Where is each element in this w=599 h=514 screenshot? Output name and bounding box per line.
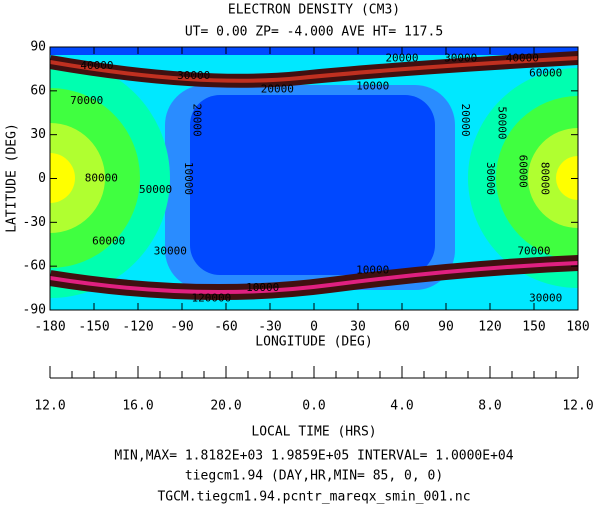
local-time-label: LOCAL TIME (HRS) xyxy=(251,425,376,440)
y-axis-label: LATITUDE (DEG) xyxy=(5,123,20,233)
contour-label: 20000 xyxy=(191,103,204,136)
footer-line: MIN,MAX= 1.8182E+03 1.9859E+05 INTERVAL=… xyxy=(114,449,513,464)
x-tick-label: 30 xyxy=(350,320,366,335)
contour-label: 20000 xyxy=(459,103,472,136)
x-tick-label: -60 xyxy=(214,320,237,335)
local-time-tick-label: 20.0 xyxy=(210,399,241,414)
x-tick-label: -120 xyxy=(122,320,153,335)
x-tick-label: 150 xyxy=(522,320,545,335)
contour-label: 30000 xyxy=(177,69,210,82)
contour-label: 40000 xyxy=(506,52,539,65)
y-tick-label: -60 xyxy=(23,259,46,274)
y-tick-label: -30 xyxy=(23,215,46,230)
contour-label: 30000 xyxy=(484,162,497,195)
x-axis-label: LONGITUDE (DEG) xyxy=(255,335,372,350)
contour-label: 30000 xyxy=(154,245,187,258)
contour-label: 10000 xyxy=(246,281,279,294)
local-time-tick-label: 12.0 xyxy=(34,399,65,414)
y-tick-label: 60 xyxy=(30,83,46,98)
contour-label: 80000 xyxy=(85,172,118,185)
contour-label: 50000 xyxy=(139,183,172,196)
x-tick-label: 180 xyxy=(566,320,589,335)
contour-label: 60000 xyxy=(92,234,125,247)
contour-label: 10000 xyxy=(182,162,195,195)
y-tick-label: -90 xyxy=(23,303,46,318)
contour-label: 60000 xyxy=(516,155,529,188)
x-tick-label: 60 xyxy=(394,320,410,335)
x-tick-label: 90 xyxy=(438,320,454,335)
contour-label: 30000 xyxy=(444,52,477,65)
contour-label: 30000 xyxy=(529,291,562,304)
y-tick-label: 90 xyxy=(30,40,46,55)
local-time-tick-label: 0.0 xyxy=(302,399,325,414)
contour-label: 60000 xyxy=(529,66,562,79)
chart-title: ELECTRON DENSITY (CM3) xyxy=(228,3,400,18)
local-time-tick-label: 12.0 xyxy=(562,399,593,414)
x-tick-label: -180 xyxy=(34,320,65,335)
contour-label: 70000 xyxy=(517,245,550,258)
x-tick-label: -30 xyxy=(258,320,281,335)
contour-label: 10000 xyxy=(356,79,389,92)
contour-label: 40000 xyxy=(80,59,113,72)
local-time-tick-label: 4.0 xyxy=(390,399,413,414)
contour-label: 20000 xyxy=(385,52,418,65)
x-tick-label: 0 xyxy=(310,320,318,335)
contour-label: 120000 xyxy=(191,291,231,304)
y-tick-label: 0 xyxy=(38,171,46,186)
footer-line: tiegcm1.94 (DAY,HR,MIN= 85, 0, 0) xyxy=(185,469,443,484)
contour-label: 50000 xyxy=(496,106,509,139)
local-time-tick-label: 16.0 xyxy=(122,399,153,414)
contour-label: 70000 xyxy=(70,94,103,107)
y-tick-label: 30 xyxy=(30,127,46,142)
contour-label: 80000 xyxy=(538,162,551,195)
x-tick-label: -150 xyxy=(78,320,109,335)
contour-field xyxy=(50,47,578,310)
x-tick-label: 120 xyxy=(478,320,501,335)
contour-label: 10000 xyxy=(356,264,389,277)
contour-label: 20000 xyxy=(261,82,294,95)
x-tick-label: -90 xyxy=(170,320,193,335)
footer-line: TGCM.tiegcm1.94.pcntr_mareqx_smin_001.nc xyxy=(157,490,470,505)
chart-subtitle: UT= 0.00 ZP= -4.000 AVE HT= 117.5 xyxy=(185,25,443,40)
local-time-tick-label: 8.0 xyxy=(478,399,501,414)
